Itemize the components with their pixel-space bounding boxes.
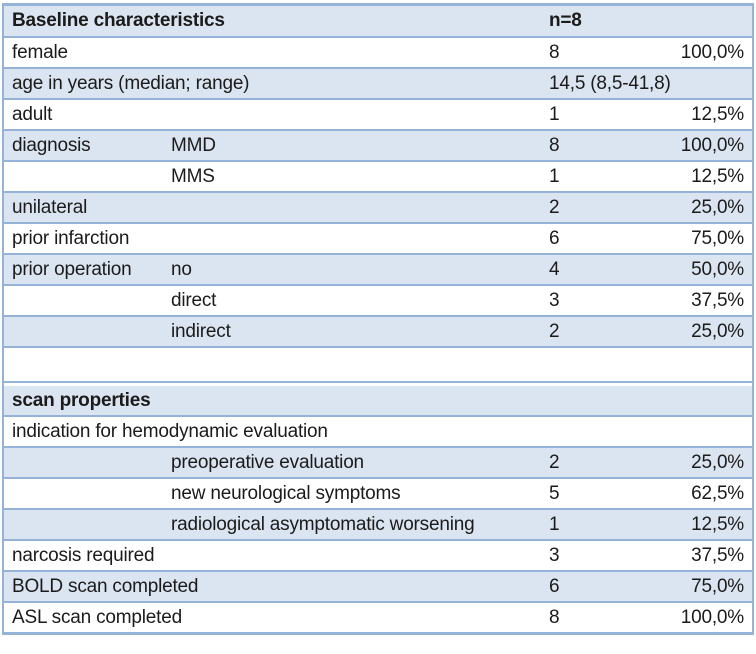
row-count: 8 xyxy=(549,134,560,156)
row-label: unilateral xyxy=(12,196,88,218)
row-label: ASL scan completed xyxy=(12,606,182,628)
row-label: narcosis required xyxy=(12,544,155,566)
row-label: Baseline characteristics xyxy=(12,10,225,31)
row-count: 6 xyxy=(549,575,560,597)
row-label: BOLD scan completed xyxy=(12,575,199,597)
row-sublabel: preoperative evaluation xyxy=(171,451,364,473)
row-label: prior infarction xyxy=(12,227,130,249)
baseline-characteristics-table: Baseline characteristics n=8 female 8 10… xyxy=(2,3,754,635)
row-sublabel: direct xyxy=(171,289,217,311)
row-sublabel: radiological asymptomatic worsening xyxy=(171,513,475,535)
row-count: 2 xyxy=(549,451,560,473)
table-row: ASL scan completed 8 100,0% xyxy=(4,601,752,632)
row-count: 6 xyxy=(549,227,560,249)
row-label: female xyxy=(12,41,68,63)
row-percent: 62,5% xyxy=(691,482,744,504)
row-percent: 12,5% xyxy=(691,165,744,187)
table-row: direct 3 37,5% xyxy=(4,284,752,315)
table-row: BOLD scan completed 6 75,0% xyxy=(4,570,752,601)
row-percent: 50,0% xyxy=(691,258,744,280)
table-row-header: Baseline characteristics n=8 xyxy=(4,6,752,36)
row-count: 3 xyxy=(549,289,560,311)
row-count: 1 xyxy=(549,513,560,535)
row-percent: 37,5% xyxy=(691,544,744,566)
row-sublabel: no xyxy=(171,258,192,280)
row-sublabel: indirect xyxy=(171,320,231,342)
table-row: new neurological symptoms 5 62,5% xyxy=(4,477,752,508)
table-row: prior infarction 6 75,0% xyxy=(4,222,752,253)
table-row: adult 1 12,5% xyxy=(4,98,752,129)
row-percent: 25,0% xyxy=(691,320,744,342)
row-label: indication for hemodynamic evaluation xyxy=(12,420,328,442)
table-row: preoperative evaluation 2 25,0% xyxy=(4,446,752,477)
row-percent: 25,0% xyxy=(691,451,744,473)
row-sublabel: new neurological symptoms xyxy=(171,482,401,504)
table-row: indirect 2 25,0% xyxy=(4,315,752,346)
table-row: female 8 100,0% xyxy=(4,36,752,67)
row-label: prior operation xyxy=(12,258,132,280)
table-row: age in years (median; range) 14,5 (8,5-4… xyxy=(4,67,752,98)
row-count: 8 xyxy=(549,41,560,63)
row-label: scan properties xyxy=(12,389,151,411)
row-count: 3 xyxy=(549,544,560,566)
table-row: MMS 1 12,5% xyxy=(4,160,752,191)
row-sublabel: MMD xyxy=(171,134,216,156)
row-percent: 75,0% xyxy=(691,227,744,249)
row-label: age in years (median; range) xyxy=(12,72,250,94)
row-percent: 12,5% xyxy=(691,103,744,125)
row-n-value: n=8 xyxy=(549,10,582,31)
row-percent: 25,0% xyxy=(691,196,744,218)
row-label: diagnosis xyxy=(12,134,91,156)
row-count: 4 xyxy=(549,258,560,280)
row-percent: 75,0% xyxy=(691,575,744,597)
row-count: 2 xyxy=(549,320,560,342)
row-value: 14,5 (8,5-41,8) xyxy=(549,72,671,94)
row-percent: 12,5% xyxy=(691,513,744,535)
table-row: indication for hemodynamic evaluation xyxy=(4,415,752,446)
row-percent: 100,0% xyxy=(680,134,744,156)
row-count: 2 xyxy=(549,196,560,218)
row-percent: 100,0% xyxy=(680,41,744,63)
table-row: prior operation no 4 50,0% xyxy=(4,253,752,284)
row-count: 1 xyxy=(549,165,560,187)
row-count: 8 xyxy=(549,606,560,628)
table-row: narcosis required 3 37,5% xyxy=(4,539,752,570)
row-sublabel: MMS xyxy=(171,165,215,187)
table-row: diagnosis MMD 8 100,0% xyxy=(4,129,752,160)
table-section-divider xyxy=(4,381,752,386)
row-percent: 37,5% xyxy=(691,289,744,311)
row-count: 5 xyxy=(549,482,560,504)
row-label: adult xyxy=(12,103,53,125)
table-row-empty xyxy=(4,346,752,381)
row-count: 1 xyxy=(549,103,560,125)
table-row: unilateral 2 25,0% xyxy=(4,191,752,222)
table-row: radiological asymptomatic worsening 1 12… xyxy=(4,508,752,539)
row-percent: 100,0% xyxy=(680,606,744,628)
table-row-section-header: scan properties xyxy=(4,386,752,415)
